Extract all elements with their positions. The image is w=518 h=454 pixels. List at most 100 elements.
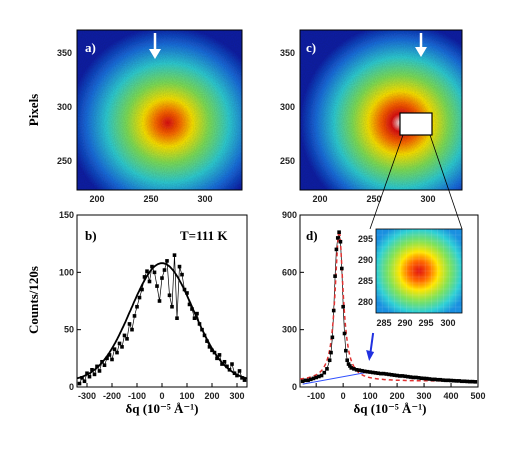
panel-d-data-point (354, 368, 359, 372)
panel-c-ytick: 250 (280, 156, 295, 166)
panel-b-data-point (195, 311, 199, 316)
panel-b-data-point (105, 356, 109, 361)
panel-b-data-point (222, 359, 227, 364)
panel-d-label: d) (306, 228, 318, 243)
panel-d-data-point (319, 373, 324, 378)
panel-c-zoom-box (399, 112, 433, 136)
panel-d-data-point (424, 376, 429, 381)
panel-b-data-point (182, 287, 187, 292)
panel-b-data-point (220, 362, 224, 366)
panel-d-data-point (457, 379, 461, 383)
panel-b-data-point (77, 381, 82, 386)
panel-d-data-point (317, 374, 321, 379)
panel-d-data-point (365, 369, 370, 374)
panel-d-data-point (322, 370, 327, 375)
panel-d-data-point (392, 373, 397, 377)
panel-d-data-point (473, 380, 478, 384)
panel-b-data-point (90, 368, 94, 372)
panel-a-xtick: 200 (89, 194, 104, 204)
panel-d-data-point (406, 374, 410, 379)
panel-d-data-point (411, 375, 416, 380)
panel-d-data-point (468, 379, 472, 384)
panel-b-data-point (170, 304, 174, 309)
panel-b-data-point (200, 327, 204, 332)
panel-b-data-point (180, 272, 184, 277)
panel-d-data-point (395, 373, 399, 378)
panel-d-data-point (357, 368, 362, 372)
panel-d-data-point (376, 371, 381, 376)
panel-b-ytick: 0 (69, 382, 74, 392)
panel-b-data-point (155, 284, 159, 288)
panel-b-data-point (197, 322, 202, 326)
panel-d-xtick: 400 (444, 391, 459, 401)
panel-b-data-point (87, 374, 92, 379)
panel-d-data-point (408, 375, 413, 379)
panel-b-ylabel: Counts/120s (26, 266, 41, 334)
panel-b-data-point (140, 287, 144, 292)
panel-b-xtick: -300 (78, 391, 96, 401)
panel-b-data-point (122, 333, 127, 338)
panel-b-xtick: 100 (179, 391, 194, 401)
blue-arrow-head-icon (366, 350, 375, 361)
panel-a: a) Pixels 250 300 350 200 250 300 (26, 29, 243, 204)
panel-b-xtick: -100 (128, 391, 146, 401)
panel-a-ytick: 250 (57, 156, 72, 166)
panel-b-data-point (162, 268, 167, 272)
panel-d-data-point (345, 358, 349, 363)
panel-b-data-point (212, 350, 217, 355)
panel-d-data-point (441, 378, 445, 382)
panel-d-data-point (446, 378, 451, 383)
panel-b-data-point (150, 264, 154, 269)
panel-b-data-point (152, 270, 157, 275)
panel-d-data-point (419, 376, 424, 381)
panel-b-data-point (207, 345, 212, 349)
panel-d-data-point (368, 370, 372, 374)
panel-b-annotation: T=111 K (180, 228, 228, 243)
panel-b-ytick: 50 (64, 325, 74, 335)
panel-b-data-point (120, 345, 124, 349)
panel-d-data-point (371, 370, 375, 375)
panel-d-data-point (451, 378, 456, 383)
panel-b-data-point (117, 341, 122, 346)
panel-d-data-point (337, 230, 341, 234)
panel-d-data-point (422, 376, 426, 381)
panel-c-xtick: 250 (366, 194, 381, 204)
panel-b-data-point (242, 378, 247, 382)
panel-b-data-point (165, 259, 169, 263)
panel-b-data-point (85, 371, 89, 376)
panel-d-plot-area: -100 0 100 200 300 400 500 0 300 600 900 (282, 210, 486, 401)
panel-b-data-point (97, 369, 102, 373)
panel-d-data-point (454, 379, 459, 383)
panel-b-data-point (135, 304, 139, 309)
panel-b-xtick: 300 (229, 391, 244, 401)
panel-d-baseline (302, 371, 371, 385)
panel-d-data-point (430, 377, 434, 382)
panel-d-ytick: 600 (282, 267, 297, 277)
panel-b-data-point (240, 376, 244, 380)
panel-d-xtick: 200 (390, 391, 405, 401)
panel-b-data-point (167, 293, 172, 298)
panel-c-xtick: 300 (420, 194, 435, 204)
panel-d-inset: 280 285 290 295 285 290 295 300 (358, 228, 463, 328)
panel-d-data-point (449, 378, 453, 383)
panel-d-data-point (373, 371, 378, 375)
panel-d-data-point (341, 304, 345, 309)
zoom-connector-line (429, 134, 463, 230)
panel-b-data-point (230, 362, 234, 366)
panel-d-data-point (400, 374, 405, 378)
panel-d-data-point (349, 366, 354, 370)
panel-d-data-point (360, 368, 364, 373)
panel-d-ytick: 0 (292, 382, 297, 392)
panel-b-data-point (147, 279, 152, 284)
panel-b-data-point (130, 327, 134, 332)
panel-d-data-point (414, 375, 418, 380)
panel-d-data-point (303, 378, 308, 383)
inset-image (376, 229, 462, 313)
panel-d-data-point (362, 369, 367, 374)
panel-b-xtick: 0 (159, 391, 164, 401)
inset-ytick: 290 (358, 255, 373, 265)
panel-d-data-point (335, 236, 340, 240)
panel-b-data-point (205, 339, 209, 343)
panel-a-label: a) (85, 40, 96, 55)
panel-d-data-point (308, 377, 313, 382)
